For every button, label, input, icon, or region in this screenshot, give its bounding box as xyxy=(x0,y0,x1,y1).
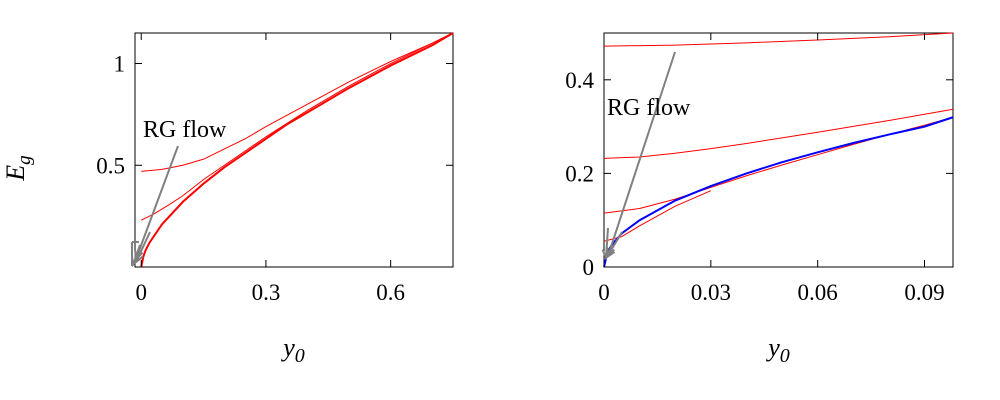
right-y-tick-label: 0.2 xyxy=(565,161,594,186)
right-series-5-line xyxy=(603,116,954,268)
left-series-3-line xyxy=(140,32,454,268)
right-series-2-line xyxy=(603,108,954,159)
left-rg-arrow-bracket xyxy=(131,241,139,266)
left-y-tick-label: 1 xyxy=(114,52,126,77)
left-curves xyxy=(140,32,454,268)
right-x-tick-label: 0 xyxy=(598,280,610,305)
left-x-tick-label: 0.6 xyxy=(376,280,405,305)
left-rg-arrow-3 xyxy=(132,244,141,266)
right-x-axis-label: y0 xyxy=(765,333,790,367)
left-rg-arrow-main xyxy=(135,145,179,260)
right-y-tick-label: 0.4 xyxy=(565,68,594,93)
right-y-tick-label: 0 xyxy=(583,255,595,280)
right-plot-panel: 0 0.03 0.06 0.09 0 0.2 0.4 RG flow y0 xyxy=(565,32,954,367)
left-ticks: 0 0.3 0.6 0.5 1 xyxy=(96,33,453,305)
right-x-tick-label: 0.09 xyxy=(904,280,944,305)
right-x-tick-label: 0.06 xyxy=(798,280,838,305)
left-y-tick-label: 0.5 xyxy=(96,153,125,178)
right-plot-frame xyxy=(603,32,954,268)
right-rg-flow-label: RG flow xyxy=(607,95,691,121)
left-rg-arrows xyxy=(130,145,179,268)
left-rg-flow-label: RG flow xyxy=(143,117,227,143)
left-x-tick-label: 0 xyxy=(135,280,147,305)
right-rg-arrow-3-head xyxy=(601,249,612,261)
left-y-axis-label: Eg xyxy=(1,155,35,181)
left-rg-arrow-2 xyxy=(135,231,151,263)
left-plot-panel: 0 0.3 0.6 0.5 1 RG flow Eg y0 xyxy=(1,32,454,367)
right-rg-arrow-main xyxy=(607,51,676,257)
right-ticks: 0 0.03 0.06 0.09 0 0.2 0.4 xyxy=(565,33,953,305)
right-x-tick-label: 0.03 xyxy=(691,280,731,305)
left-x-axis-label: y0 xyxy=(280,333,305,367)
right-curves xyxy=(603,32,954,268)
left-x-tick-label: 0.3 xyxy=(252,280,281,305)
left-plot-frame xyxy=(134,32,454,268)
left-series-1-line xyxy=(141,32,454,172)
right-series-1-line xyxy=(603,32,954,47)
right-rg-arrows xyxy=(601,51,676,261)
left-series-2-line xyxy=(141,32,454,221)
right-series-4-line xyxy=(603,190,712,242)
right-rg-arrow-3 xyxy=(605,227,609,259)
